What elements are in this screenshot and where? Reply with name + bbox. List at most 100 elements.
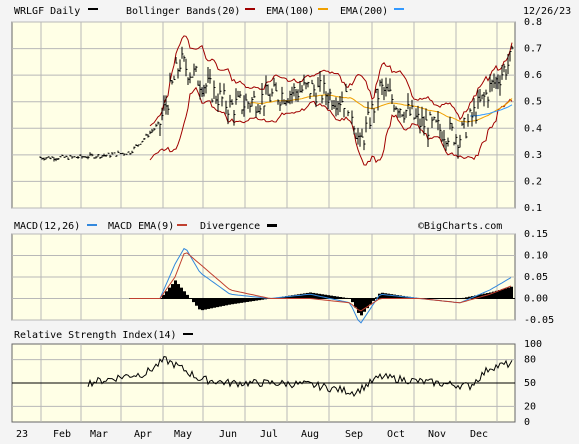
bollinger-upper-line: [149, 35, 513, 127]
divergence-bar: [366, 298, 369, 309]
divergence-bar: [477, 294, 480, 299]
divergence-bar: [243, 298, 246, 303]
divergence-bar: [333, 296, 336, 299]
divergence-bar: [363, 298, 366, 312]
divergence-bar: [246, 298, 249, 302]
rsi-tick-label: 100: [524, 339, 542, 350]
signal-legend-swatch: [177, 224, 187, 226]
divergence-bar: [162, 294, 165, 299]
divergence-bar: [396, 295, 399, 299]
divergence-bar: [357, 298, 360, 313]
price-tick-label: 0.5: [524, 97, 542, 108]
watermark: ©BigCharts.com: [418, 221, 502, 232]
bollinger-lower-line: [149, 86, 513, 166]
divergence-bar: [465, 297, 468, 299]
divergence-bar: [312, 292, 315, 299]
x-tick-label: Jul: [260, 429, 278, 440]
divergence-bar: [249, 298, 252, 302]
divergence-bar: [504, 288, 507, 299]
divergence-bar: [291, 295, 294, 299]
divergence-bar: [225, 298, 228, 306]
x-tick-label: Dec: [470, 429, 488, 440]
divergence-bar: [171, 284, 174, 299]
divergence-bar: [330, 295, 333, 299]
divergence-bar: [297, 294, 300, 299]
divergence-bar: [186, 294, 189, 299]
price-tick-label: 0.2: [524, 176, 542, 187]
divergence-bar: [489, 292, 492, 299]
divergence-bar: [327, 295, 330, 299]
price-tick-label: 0.1: [524, 203, 542, 214]
divergence-bar: [168, 287, 171, 299]
divergence-bar: [495, 290, 498, 299]
divergence-bar: [219, 298, 222, 307]
x-tick-label: Mar: [90, 429, 108, 440]
divergence-bar: [234, 298, 237, 304]
divergence-bar: [390, 294, 393, 299]
price-tick-label: 0.8: [524, 17, 542, 28]
macd-signal-line: [130, 252, 512, 312]
divergence-bar: [237, 298, 240, 304]
macd-signal-label: MACD EMA(9): [108, 221, 174, 232]
x-tick-label: Feb: [53, 429, 71, 440]
rsi-label: Relative Strength Index(14): [14, 330, 177, 341]
price-tick-label: 0.4: [524, 123, 542, 134]
x-tick-label: Aug: [301, 429, 319, 440]
x-tick-label: Nov: [428, 429, 446, 440]
divergence-bar: [378, 293, 381, 299]
divergence-bar: [501, 289, 504, 299]
divergence-bar: [387, 293, 390, 299]
divergence-bar: [180, 287, 183, 299]
divergence-bar: [255, 298, 258, 301]
divergence-legend-swatch: [267, 224, 277, 227]
divergence-bar: [468, 296, 471, 299]
ema200-legend-swatch: [394, 8, 404, 10]
bollinger-label: Bollinger Bands(20): [126, 6, 240, 17]
divergence-bar: [228, 298, 231, 305]
divergence-bar: [375, 297, 378, 299]
divergence-bar: [393, 294, 396, 299]
divergence-bar: [492, 291, 495, 299]
divergence-bar: [303, 293, 306, 299]
price-tick-label: 0.6: [524, 70, 542, 81]
divergence-bar: [381, 292, 384, 299]
divergence-bar: [360, 298, 363, 316]
bollinger-legend-swatch: [245, 8, 255, 10]
divergence-bar: [285, 296, 288, 299]
x-tick-label: Sep: [345, 429, 363, 440]
divergence-bar: [306, 292, 309, 299]
divergence-bar: [510, 286, 513, 299]
divergence-bar: [174, 280, 177, 299]
rsi-tick-label: 80: [524, 355, 536, 366]
divergence-bar: [240, 298, 243, 303]
divergence-bar: [210, 298, 213, 309]
divergence-bar: [384, 293, 387, 299]
rsi-tick-label: 20: [524, 401, 536, 412]
divergence-bar: [231, 298, 234, 305]
divergence-bar: [474, 295, 477, 299]
macd-label: MACD(12,26): [14, 221, 80, 232]
divergence-label: Divergence: [200, 221, 260, 232]
divergence-bar: [195, 298, 198, 306]
divergence-bar: [216, 298, 219, 308]
divergence-bar: [258, 298, 261, 301]
macd-tick-label: 0.15: [524, 229, 548, 240]
divergence-bar: [372, 298, 375, 301]
divergence-bar: [309, 292, 312, 299]
macd-tick-label: 0.10: [524, 251, 548, 262]
divergence-bar: [252, 298, 255, 302]
divergence-bar: [498, 290, 501, 299]
divergence-bar: [336, 296, 339, 299]
date-label: 12/26/23: [523, 6, 571, 17]
divergence-bar: [222, 298, 225, 306]
macd-tick-label: 0.05: [524, 272, 548, 283]
divergence-bar: [204, 298, 207, 310]
divergence-bar: [339, 296, 342, 299]
ema200-line: [470, 104, 513, 117]
rsi-tick-label: 0: [524, 417, 530, 428]
ema100-label: EMA(100): [266, 6, 314, 17]
divergence-bar: [183, 291, 186, 299]
divergence-bar: [486, 293, 489, 299]
rsi-tick-label: 50: [524, 378, 536, 389]
